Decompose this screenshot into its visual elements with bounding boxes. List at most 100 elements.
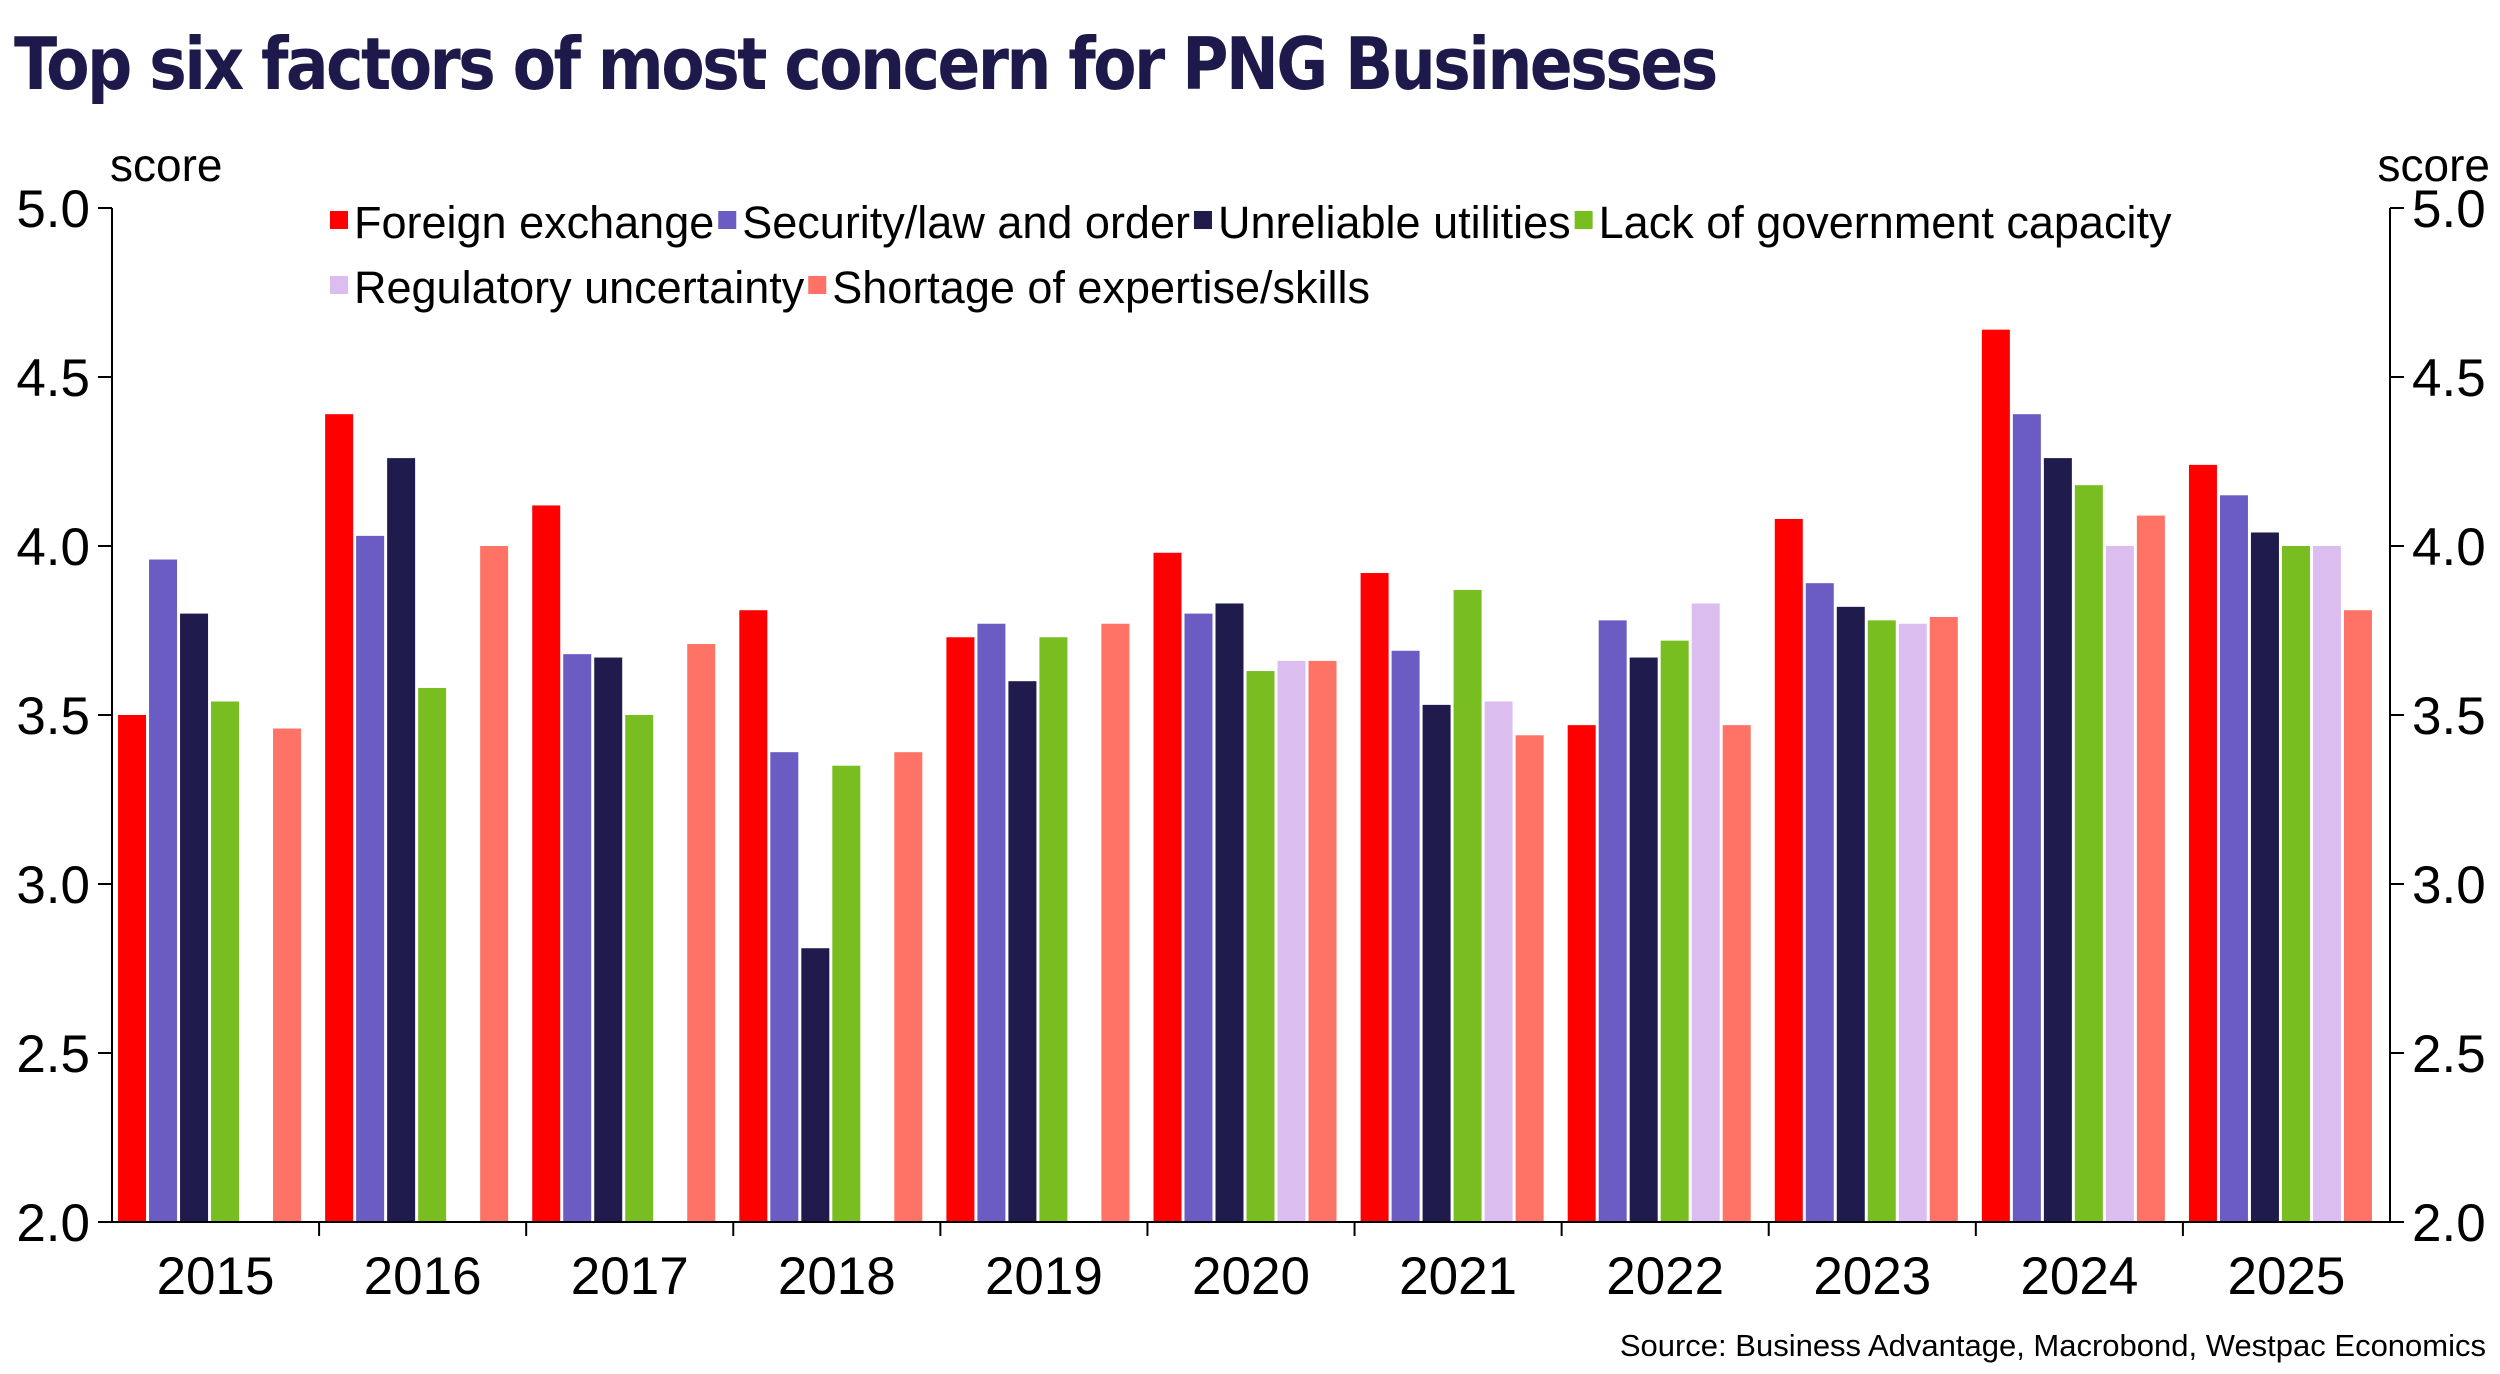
y-tick-label-left: 2.5: [16, 1025, 90, 1084]
bar-security-law-and-order-2016: [356, 535, 385, 1222]
y-tick-label-left: 3.0: [16, 856, 90, 915]
bar-lack-of-government-capacity-2023: [1867, 620, 1896, 1222]
bar-lack-of-government-capacity-2024: [2074, 485, 2103, 1222]
legend-swatch-unreliable-utilities: [1193, 211, 1212, 229]
x-category-label: 2015: [157, 1247, 275, 1306]
y-tick-label-right: 2.0: [2412, 1194, 2486, 1253]
legend-label: Security/law and order: [742, 197, 1190, 248]
bar-foreign-exchange-2020: [1153, 552, 1182, 1222]
legend-label: Unreliable utilities: [1218, 197, 1571, 248]
bar-security-law-and-order-2015: [149, 559, 178, 1222]
y-tick-label-left: 4.5: [16, 349, 90, 408]
chart-title: Top six factors of most concern for PNG …: [14, 22, 1718, 106]
y-tick-label-right: 2.5: [2412, 1025, 2486, 1084]
bar-foreign-exchange-2016: [325, 414, 354, 1222]
bar-foreign-exchange-2025: [2188, 464, 2217, 1222]
bar-lack-of-government-capacity-2025: [2281, 546, 2310, 1222]
legend-swatch-security-law-and-order: [718, 211, 737, 229]
bar-shortage-of-expertise-skills-2024: [2136, 515, 2165, 1222]
bar-regulatory-uncertainty-2024: [2105, 546, 2134, 1222]
bar-unreliable-utilities-2024: [2043, 458, 2072, 1222]
bar-regulatory-uncertainty-2020: [1277, 660, 1306, 1222]
bar-lack-of-government-capacity-2017: [625, 715, 654, 1222]
bar-foreign-exchange-2015: [118, 715, 147, 1222]
y-tick-label-right: 4.5: [2412, 349, 2486, 408]
bar-security-law-and-order-2023: [1805, 583, 1834, 1222]
legend-swatch-shortage-of-expertise-skills: [808, 276, 827, 294]
bar-security-law-and-order-2018: [770, 752, 799, 1222]
legend: Foreign exchange Security/law and order Un…: [330, 197, 2172, 313]
bar-security-law-and-order-2024: [2012, 414, 2041, 1222]
bar-regulatory-uncertainty-2021: [1484, 701, 1513, 1222]
y-tick-label-left: 2.0: [16, 1194, 90, 1253]
bar-unreliable-utilities-2022: [1629, 657, 1658, 1222]
y-tick-label-right: 4.0: [2412, 518, 2486, 577]
y-axis-unit-left: score: [110, 139, 223, 191]
bar-foreign-exchange-2017: [532, 505, 561, 1222]
bar-lack-of-government-capacity-2022: [1660, 640, 1689, 1222]
bar-regulatory-uncertainty-2022: [1691, 603, 1720, 1222]
x-category-label: 2023: [1813, 1247, 1931, 1306]
bar-unreliable-utilities-2023: [1836, 606, 1865, 1222]
x-category-label: 2017: [571, 1247, 689, 1306]
bar-unreliable-utilities-2016: [387, 458, 416, 1222]
bar-foreign-exchange-2018: [739, 610, 768, 1222]
x-category-label: 2020: [1192, 1247, 1310, 1306]
bars-layer: [118, 329, 2372, 1222]
legend-swatch-lack-of-government-capacity: [1574, 211, 1593, 229]
bar-security-law-and-order-2022: [1598, 620, 1627, 1222]
bar-shortage-of-expertise-skills-2017: [687, 644, 716, 1222]
x-category-label: 2019: [985, 1247, 1103, 1306]
bar-security-law-and-order-2021: [1391, 650, 1420, 1222]
bar-security-law-and-order-2017: [563, 654, 592, 1222]
bar-foreign-exchange-2019: [946, 637, 975, 1222]
y-tick-label-left: 4.0: [16, 518, 90, 577]
legend-label: Lack of government capacity: [1599, 197, 2172, 248]
y-tick-label-right: 3.5: [2412, 687, 2486, 746]
legend-label: Shortage of expertise/skills: [832, 262, 1370, 313]
legend-swatch-regulatory-uncertainty: [330, 276, 348, 294]
bar-shortage-of-expertise-skills-2023: [1929, 616, 1958, 1222]
bar-unreliable-utilities-2018: [801, 948, 830, 1222]
bar-shortage-of-expertise-skills-2019: [1101, 623, 1130, 1222]
y-axis-unit-right: score: [2377, 139, 2490, 191]
bar-unreliable-utilities-2021: [1422, 704, 1451, 1222]
source-note: Source: Business Advantage, Macrobond, W…: [1619, 1328, 2486, 1363]
x-category-label: 2024: [2020, 1247, 2138, 1306]
bar-foreign-exchange-2023: [1774, 518, 1803, 1222]
bar-lack-of-government-capacity-2019: [1039, 637, 1068, 1222]
bar-shortage-of-expertise-skills-2016: [480, 546, 509, 1222]
x-category-label: 2021: [1399, 1247, 1517, 1306]
bar-lack-of-government-capacity-2018: [832, 765, 861, 1222]
bar-foreign-exchange-2024: [1981, 329, 2010, 1222]
bar-lack-of-government-capacity-2015: [211, 701, 240, 1222]
bar-security-law-and-order-2020: [1184, 613, 1213, 1222]
x-category-label: 2016: [364, 1247, 482, 1306]
bar-shortage-of-expertise-skills-2021: [1515, 735, 1544, 1222]
y-tick-label-right: 5.0: [2412, 180, 2486, 239]
legend-label: Regulatory uncertainty: [354, 262, 805, 313]
bar-lack-of-government-capacity-2021: [1453, 589, 1482, 1222]
bar-lack-of-government-capacity-2020: [1246, 671, 1275, 1222]
legend-swatch-foreign-exchange: [330, 211, 348, 229]
x-category-label: 2022: [1606, 1247, 1724, 1306]
legend-label: Foreign exchange: [354, 197, 714, 248]
bar-unreliable-utilities-2019: [1008, 681, 1037, 1222]
bar-shortage-of-expertise-skills-2018: [894, 752, 923, 1222]
bar-security-law-and-order-2019: [977, 623, 1006, 1222]
y-tick-label-right: 3.0: [2412, 856, 2486, 915]
bar-shortage-of-expertise-skills-2025: [2343, 610, 2372, 1222]
x-category-label: 2018: [778, 1247, 896, 1306]
bar-shortage-of-expertise-skills-2015: [273, 728, 302, 1222]
bar-lack-of-government-capacity-2016: [418, 687, 447, 1222]
bar-unreliable-utilities-2020: [1215, 603, 1244, 1222]
bar-unreliable-utilities-2017: [594, 657, 623, 1222]
ticks-layer: 2.0 2.0 2.5 2.5 3.0 3.0 3.5 3.5 4.0 4.0 4.5 4.5 5.0 5…: [16, 180, 2485, 1253]
bar-foreign-exchange-2021: [1360, 573, 1389, 1222]
bar-shortage-of-expertise-skills-2022: [1722, 725, 1751, 1222]
bar-unreliable-utilities-2025: [2250, 532, 2279, 1222]
y-tick-label-left: 3.5: [16, 687, 90, 746]
bar-security-law-and-order-2025: [2219, 495, 2248, 1222]
y-tick-label-left: 5.0: [16, 180, 90, 239]
